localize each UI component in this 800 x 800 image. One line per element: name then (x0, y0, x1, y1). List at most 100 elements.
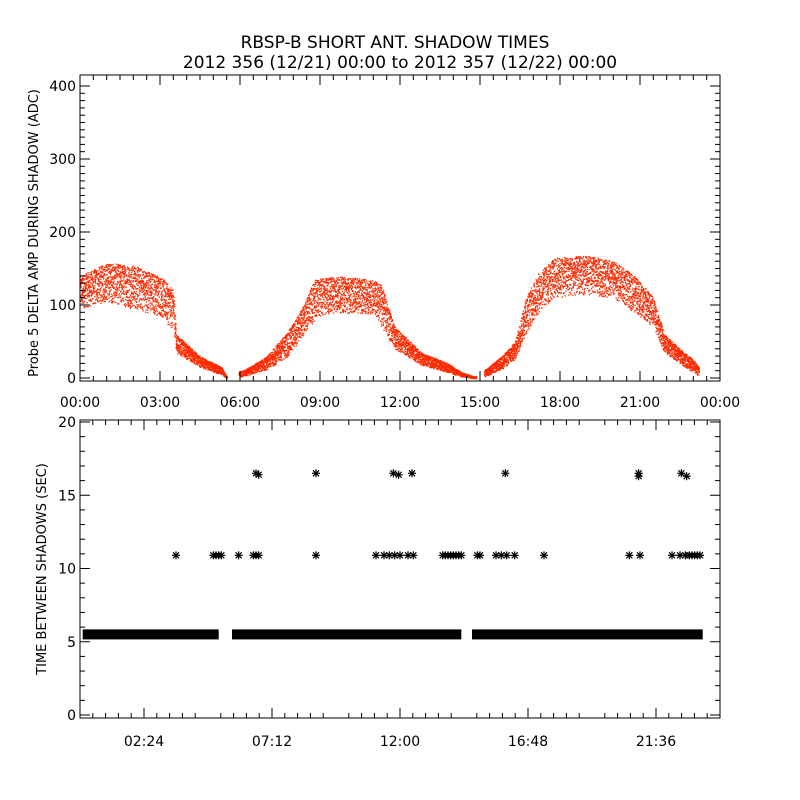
amp-data-point (209, 366, 212, 368)
amp-data-point (113, 269, 115, 272)
amp-data-point (181, 347, 183, 349)
amp-data-point (103, 298, 105, 300)
amp-data-point (308, 296, 311, 299)
amp-data-point (382, 313, 384, 315)
amp-data-point (298, 340, 300, 342)
amp-data-point (114, 270, 116, 272)
amp-data-point (128, 272, 130, 274)
amp-data-point (400, 344, 402, 346)
amp-data-point (353, 310, 356, 312)
amp-data-point (168, 298, 170, 300)
amp-data-point (87, 289, 89, 292)
amp-data-point (83, 292, 85, 294)
amp-data-point (362, 310, 364, 312)
amp-data-point (319, 298, 321, 300)
amp-data-point (81, 298, 83, 300)
amp-data-point (390, 313, 392, 315)
amp-data-point (368, 280, 370, 282)
amp-data-point (285, 334, 288, 336)
amp-data-point (343, 304, 345, 306)
amp-data-point (409, 356, 411, 358)
amp-data-point (368, 307, 370, 309)
amp-data-point (364, 312, 367, 315)
amp-data-point (305, 322, 307, 324)
amp-data-point (352, 304, 354, 306)
amp-data-point (376, 303, 378, 305)
amp-data-point (159, 282, 161, 284)
amp-data-point (192, 350, 194, 352)
amp-data-point (144, 286, 146, 288)
amp-data-point (333, 298, 335, 301)
amp-data-point (147, 312, 149, 314)
amp-data-point (159, 305, 161, 308)
amp-data-point (85, 284, 87, 286)
amp-data-point (168, 289, 170, 291)
amp-data-point (343, 282, 345, 284)
amp-data-point (133, 291, 135, 294)
amp-data-point (332, 295, 334, 297)
amp-data-point (351, 285, 353, 287)
amp-data-point (165, 293, 168, 295)
amp-data-point (197, 357, 200, 359)
amp-data-point (160, 277, 162, 280)
amp-data-point (92, 289, 95, 292)
amp-data-point (153, 306, 156, 308)
amp-data-point (200, 365, 202, 367)
amp-data-point (88, 274, 90, 276)
amp-data-point (94, 285, 96, 287)
amp-data-point (312, 288, 314, 290)
amp-data-point (321, 307, 323, 309)
amp-data-point (376, 302, 378, 304)
amp-data-point (357, 287, 359, 289)
amp-data-point (178, 352, 180, 354)
amp-data-point (127, 267, 129, 269)
amp-data-point (347, 279, 350, 281)
amp-data-point (403, 341, 405, 343)
amp-data-point (109, 272, 111, 274)
amp-data-point (324, 294, 326, 297)
amp-data-point (377, 294, 379, 296)
amp-data-point (162, 294, 164, 296)
amp-data-point (98, 285, 100, 287)
amp-data-point (345, 288, 348, 290)
amp-data-point (181, 343, 184, 345)
amp-data-point (330, 295, 333, 297)
amp-data-point (311, 317, 313, 320)
amp-data-point (130, 280, 132, 282)
amp-data-point (334, 281, 336, 284)
amp-data-point (202, 358, 204, 360)
amp-data-point (115, 271, 117, 274)
amp-data-point (128, 298, 130, 300)
amp-data-point (299, 311, 302, 313)
amp-data-point (240, 373, 242, 375)
amp-data-point (170, 309, 172, 311)
amp-data-point (406, 341, 408, 343)
amp-data-point (377, 310, 379, 312)
amp-data-point (359, 301, 361, 303)
amp-data-point (153, 274, 155, 276)
amp-data-point (145, 272, 147, 274)
amp-data-point (403, 337, 406, 339)
amp-data-point (316, 287, 319, 289)
amp-data-point (135, 292, 137, 294)
amp-data-point (291, 349, 294, 351)
amp-data-point (297, 326, 299, 329)
amp-data-point (93, 272, 95, 274)
amp-data-point (111, 295, 113, 298)
amp-data-point (144, 294, 146, 296)
amp-data-point (404, 340, 406, 342)
amp-data-point (387, 334, 389, 337)
amp-data-point (156, 275, 158, 277)
amp-data-point (174, 331, 176, 334)
amp-data-point (103, 277, 105, 279)
amp-data-point (263, 361, 265, 363)
amp-data-point (191, 360, 193, 362)
amp-data-point (134, 270, 136, 273)
amp-data-point (98, 300, 100, 302)
amp-data-point (292, 344, 294, 347)
amp-data-point (300, 334, 303, 336)
amp-data-point (327, 306, 329, 308)
amp-data-point (92, 285, 94, 287)
amp-data-point (338, 287, 341, 289)
amp-data-point (91, 277, 94, 280)
